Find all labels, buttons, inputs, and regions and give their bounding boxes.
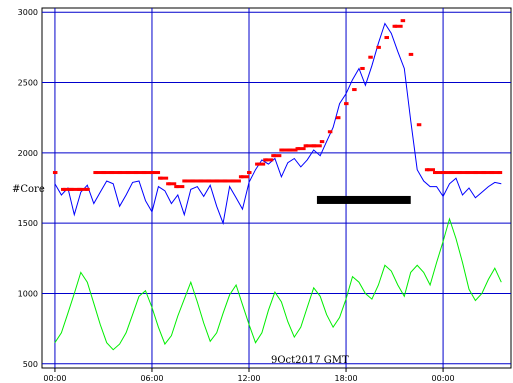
series-point [408,52,414,56]
series-point [335,116,341,120]
x-tick-label: 18:00 [335,374,358,383]
x-tick-label: 00:00 [432,374,455,383]
series-point-link [443,171,452,175]
series-point-link [71,187,80,191]
series-line-0 [54,22,502,226]
x-tick-label: 00:00 [43,374,66,383]
series-point-link [281,148,290,152]
series-point-link [240,175,250,179]
series-point-link [459,171,468,175]
y-tick-label: 1500 [18,219,38,228]
y-tick-label: 500 [23,360,38,369]
y-tick-label: 3000 [18,8,38,17]
series-point [352,88,357,92]
series-point-link [257,162,266,166]
series-point-link [491,171,500,175]
series-point-link [224,179,233,183]
series-point-link [63,187,72,191]
series-point [344,102,349,106]
series-point-link [79,187,88,191]
series-point [497,171,503,175]
series-point-link [135,171,144,175]
series-point-link [160,176,169,180]
annotation-bar [316,195,411,204]
x-tick-label: 12:00 [237,374,260,383]
series-point [368,55,373,59]
x-tick-label: 06:00 [140,374,163,383]
series-point-link [103,171,112,175]
series-point [384,36,389,40]
series-point [319,140,325,144]
series-point-link [394,24,403,28]
series-point-link [297,147,306,151]
y-axis: 500 1000 1500 2000 2500 3000 [18,8,38,369]
series-point [85,187,90,191]
series-point-link [289,148,298,152]
series-point-link [200,179,209,183]
series-point [400,19,406,23]
series-point [52,171,58,175]
series-point-link [168,182,177,186]
series-point [327,130,333,134]
series-point-link [176,185,185,189]
series-point-link [305,144,314,148]
series-markers-1 [52,19,503,191]
series-point-link [483,171,492,175]
series-point-link [192,179,201,183]
series-point-link [232,179,241,183]
plot-area [41,7,512,369]
series-point [247,171,252,175]
y-tick-label: 2000 [18,149,38,158]
date-label: 9Oct2017 GMT [271,355,349,366]
y-tick-label: 1000 [18,289,38,298]
x-axis: 00:00 06:00 12:00 18:00 00:00 [43,368,455,383]
series-point-link [273,154,282,158]
series-point-link [265,158,274,162]
series-point-link [208,179,217,183]
series-point-link [127,171,136,175]
series-point-link [426,168,435,172]
series-point-link [143,171,152,175]
series-point [360,66,365,70]
series-point-link [475,171,484,175]
series-point-link [151,171,161,175]
series-point-link [451,171,460,175]
series-point-link [111,171,120,175]
y-axis-label: #Core [12,184,45,195]
series-point [376,45,381,49]
series-layer [52,19,503,351]
grid [42,8,511,368]
series-point-link [434,171,444,175]
series-point-link [119,171,128,175]
series-point-link [313,144,322,148]
series-line-2 [54,217,502,351]
series-point-link [95,171,104,175]
series-point-link [216,179,225,183]
series-point-link [467,171,476,175]
series-point [416,123,422,127]
y-tick-label: 2500 [18,79,38,88]
series-point-link [184,179,193,183]
